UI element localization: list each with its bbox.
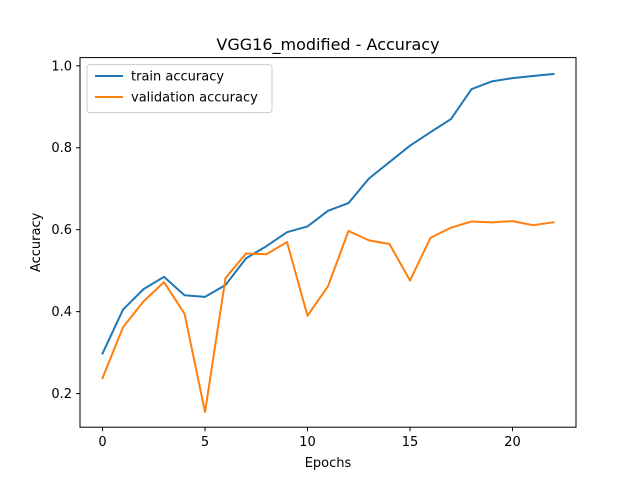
y-tick-label: 0.4 [51, 305, 72, 320]
y-axis: 0.2 0.4 0.6 0.8 1.0 [51, 59, 80, 402]
series-line-validation [101, 220, 555, 414]
y-tick-label: 0.8 [51, 141, 72, 156]
chart-title: VGG16_modified - Accuracy [216, 35, 439, 55]
y-axis-label: Accuracy [29, 212, 44, 272]
x-tick-label: 10 [299, 435, 316, 450]
series-line-train [101, 72, 555, 355]
x-axis: 0 5 10 15 20 [98, 427, 521, 450]
plot-frame [79, 57, 577, 428]
y-tick-label: 0.2 [51, 387, 72, 402]
x-axis-label: Epochs [305, 456, 352, 471]
x-tick-label: 15 [402, 435, 419, 450]
legend-label-validation: validation accuracy [131, 91, 258, 106]
y-tick-label: 1.0 [51, 59, 72, 74]
x-tick-label: 5 [201, 435, 209, 450]
series-lines [101, 72, 555, 414]
legend-label-train: train accuracy [131, 70, 224, 85]
y-tick-label: 0.6 [51, 223, 72, 238]
legend: train accuracy validation accuracy [86, 64, 273, 114]
x-tick-label: 0 [98, 435, 106, 450]
legend-box [86, 64, 273, 114]
x-tick-label: 20 [504, 435, 521, 450]
